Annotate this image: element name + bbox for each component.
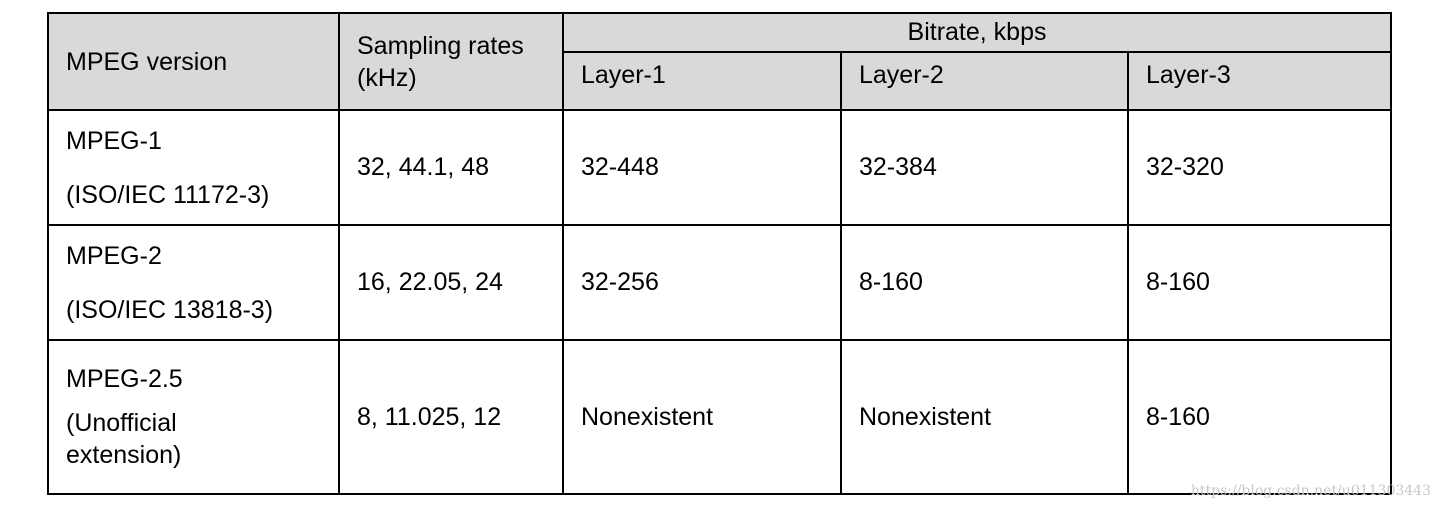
header-text: Sampling rates — [357, 31, 524, 60]
mpeg-table: MPEG version Sampling rates (kHz) Bitrat… — [47, 12, 1392, 495]
bitrate-text: 8-160 — [1146, 268, 1210, 296]
version-cell: MPEG-1 (ISO/IEC 11172-3) — [47, 109, 340, 226]
bitrate-cell: 32-384 — [840, 109, 1129, 226]
bitrate-text: 32-320 — [1146, 153, 1224, 181]
sampling-text: 16, 22.05, 24 — [357, 268, 503, 296]
bitrate-text: 32-384 — [859, 153, 937, 181]
bitrate-text: 8-160 — [859, 268, 923, 296]
body-row: MPEG-2 (ISO/IEC 13818-3) 16, 22.05, 24 32-2… — [47, 224, 1392, 341]
version-cell: MPEG-2 (ISO/IEC 13818-3) — [47, 224, 340, 341]
bitrate-cell: 8-160 — [840, 224, 1129, 341]
bitrate-text: 8-160 — [1146, 402, 1210, 431]
header-text: Bitrate, kbps — [907, 18, 1047, 46]
header-text: Layer-1 — [581, 61, 666, 89]
header-text: Layer-2 — [859, 61, 944, 89]
header-text: MPEG version — [66, 47, 228, 76]
version-text: (ISO/IEC 11172-3) — [66, 180, 270, 209]
header-text: (kHz) — [357, 63, 417, 92]
version-text: (ISO/IEC 13818-3) — [66, 295, 274, 324]
version-text: MPEG-2 — [66, 241, 162, 270]
bitrate-cell: 32-320 — [1127, 109, 1392, 226]
version-text: MPEG-2.5 — [66, 365, 183, 393]
table-body: MPEG-1 (ISO/IEC 11172-3) 32, 44.1, 48 32-44… — [47, 109, 1392, 495]
bitrate-text: Nonexistent — [581, 402, 714, 431]
body-row: MPEG-2.5 (Unofficial extension) 8, 11.025, … — [47, 339, 1392, 495]
header-cell: Layer-2 — [840, 51, 1129, 111]
header-text: Layer-3 — [1146, 61, 1231, 89]
bitrate-cell: 32-256 — [562, 224, 842, 341]
bitrate-text: 32-256 — [581, 268, 659, 296]
version-text: MPEG-1 — [66, 126, 162, 155]
bitrate-cell: 32-448 — [562, 109, 842, 226]
sampling-cell: 32, 44.1, 48 — [338, 109, 564, 226]
watermark: https://blog.csdn.net/u011303443 — [1190, 483, 1431, 499]
sampling-cell: 8, 11.025, 12 — [338, 339, 564, 495]
bitrate-cell: Nonexistent — [840, 339, 1129, 495]
header-cell: MPEG version — [47, 12, 340, 111]
sampling-text: 8, 11.025, 12 — [357, 402, 502, 431]
sampling-cell: 16, 22.05, 24 — [338, 224, 564, 341]
version-cell: MPEG-2.5 (Unofficial extension) — [47, 339, 340, 495]
header-row: MPEG version Sampling rates (kHz) Bitrat… — [47, 12, 1392, 111]
header-cell: Bitrate, kbps — [562, 12, 1392, 53]
version-text: extension) — [66, 441, 182, 469]
bitrate-cell: 8-160 — [1127, 224, 1392, 341]
version-text: (Unofficial — [66, 409, 177, 437]
bitrate-cell: 8-160 — [1127, 339, 1392, 495]
header-cell: Layer-1 — [562, 51, 842, 111]
header-row: Layer-1 Layer-2 Layer-3 — [48, 51, 1392, 111]
bitrate-text: Nonexistent — [859, 402, 992, 431]
sampling-text: 32, 44.1, 48 — [357, 153, 490, 181]
bitrate-cell: Nonexistent — [562, 339, 842, 495]
body-row: MPEG-1 (ISO/IEC 11172-3) 32, 44.1, 48 32-44… — [47, 109, 1392, 226]
header-cell: Layer-3 — [1127, 51, 1392, 111]
header-cell: Sampling rates (kHz) — [338, 12, 564, 111]
bitrate-text: 32-448 — [581, 153, 659, 181]
